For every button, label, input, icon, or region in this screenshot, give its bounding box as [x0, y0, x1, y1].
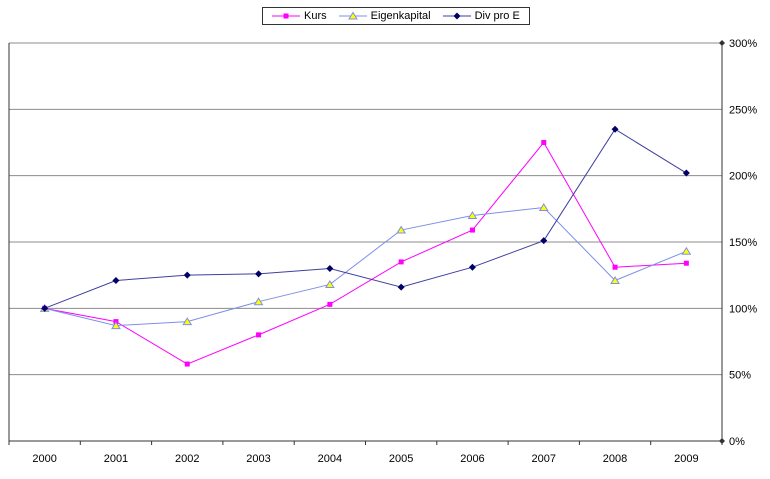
axes — [8, 40, 725, 445]
data-point-kurs — [541, 140, 547, 145]
data-point-kurs — [683, 260, 689, 266]
legend-item-kurs: Kurs — [272, 9, 327, 23]
data-point-kurs — [184, 361, 190, 367]
legend-swatch-marker — [283, 13, 289, 19]
data-point-div-pro-e — [682, 169, 690, 177]
y-axis-end-tick — [719, 40, 725, 46]
legend-item-div-pro-e: Div pro E — [442, 9, 520, 23]
x-tick-label: 2001 — [104, 453, 128, 465]
x-tick-label: 2004 — [318, 453, 342, 465]
x-axis-labels: 2000 2001 2002 2003 2004 2005 2006 2007 2008 2009 — [32, 453, 698, 465]
data-point-div-pro-e — [183, 271, 191, 279]
data-point-eigenkapital — [467, 211, 478, 219]
eigenkapital-line-marker-icon — [338, 11, 367, 20]
data-point-div-pro-e — [468, 263, 476, 271]
x-tick-label: 2000 — [32, 453, 56, 465]
x-tick-label: 2007 — [532, 453, 556, 465]
data-point-div-pro-e — [326, 265, 334, 273]
y-tick-label: 50% — [729, 370, 751, 382]
data-point-kurs — [327, 301, 333, 307]
x-tick-label: 2002 — [175, 453, 199, 465]
data-point-eigenkapital — [111, 321, 121, 330]
series-div-pro-e — [41, 125, 690, 312]
data-point-eigenkapital — [396, 225, 407, 234]
data-point-eigenkapital — [681, 246, 692, 255]
data-point-eigenkapital — [610, 276, 620, 284]
legend: Kurs Eigenkapital Div pro E — [262, 7, 530, 25]
series-line-eigenkapital — [44, 206, 687, 327]
y-tick-label: 0% — [729, 436, 745, 448]
x-tick-label: 2003 — [246, 453, 270, 465]
x-tick-label: 2006 — [460, 453, 484, 465]
data-point-div-pro-e — [540, 237, 548, 245]
data-point-div-pro-e — [397, 283, 405, 291]
y-tick-label: 250% — [729, 104, 757, 116]
series-eigenkapital — [39, 203, 692, 330]
y-axis-end-tick — [719, 438, 725, 444]
series-line-div-pro-e — [44, 128, 687, 309]
data-point-div-pro-e — [255, 270, 263, 278]
data-point-eigenkapital — [253, 297, 264, 306]
div-pro-e-line-marker-icon — [442, 12, 471, 20]
x-tick-label: 2009 — [674, 453, 698, 465]
x-tick-label: 2008 — [603, 453, 627, 465]
data-point-eigenkapital — [182, 317, 193, 326]
y-tick-label: 200% — [729, 171, 757, 183]
y-axis-labels: 0% 50% 100% 150% 200% 250% 300% — [729, 38, 757, 448]
data-point-div-pro-e — [112, 276, 120, 284]
series-kurs — [42, 140, 689, 367]
data-point-kurs — [612, 264, 618, 270]
series-line-kurs — [44, 141, 687, 365]
data-point-kurs — [469, 227, 475, 233]
legend-item-eigenkapital: Eigenkapital — [338, 9, 431, 23]
legend-label-eigenkapital: Eigenkapital — [370, 10, 431, 22]
x-tick-label: 2005 — [389, 453, 413, 465]
data-point-kurs — [256, 332, 262, 338]
gridlines — [9, 42, 722, 376]
y-tick-label: 300% — [729, 38, 757, 50]
data-point-div-pro-e — [41, 304, 49, 312]
y-tick-label: 150% — [729, 237, 757, 249]
legend-swatch-marker — [347, 11, 358, 20]
legend-label-div-pro-e: Div pro E — [474, 10, 520, 22]
data-point-eigenkapital — [324, 279, 335, 288]
data-point-div-pro-e — [611, 125, 619, 133]
legend-label-kurs: Kurs — [304, 10, 327, 22]
legend-swatch-marker — [453, 12, 461, 20]
data-point-kurs — [398, 259, 404, 265]
y-tick-label: 100% — [729, 303, 757, 315]
data-point-eigenkapital — [538, 203, 549, 212]
kurs-line-marker-icon — [272, 13, 300, 19]
